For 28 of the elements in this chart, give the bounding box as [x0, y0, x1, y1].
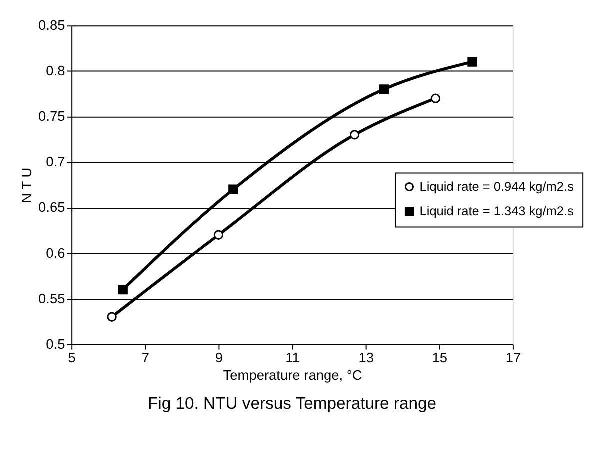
point: [430, 94, 441, 104]
point: [107, 312, 117, 322]
y-tick-label: 0.7: [46, 154, 66, 170]
x-tick-label: 9: [215, 350, 224, 366]
y-tick-label: 0.6: [46, 246, 66, 261]
x-tick-label: 7: [142, 350, 150, 366]
text: Fig 10. NTU versus Temperature range: [148, 394, 437, 414]
y-tick-label: 0.55: [38, 291, 66, 306]
y-tick-label: 0.85: [38, 18, 66, 34]
point: [350, 130, 360, 140]
y-tick-label: 0.65: [38, 200, 66, 216]
point: [228, 184, 238, 194]
legend-label: Liquid rate = 0.944 kg/m2.s: [420, 178, 574, 194]
legend-label: Liquid rate = 1.343 kg/m2.s: [420, 203, 574, 218]
y-tick-label: 0.75: [38, 109, 66, 124]
x-tick-label: 5: [68, 350, 76, 366]
y-axis-title: N T U: [20, 168, 35, 204]
y-tick-label: 0.8: [46, 64, 66, 79]
x-tick-label: 13: [358, 350, 374, 366]
x-axis-title: Temperature range, °C: [223, 368, 362, 384]
x-tick-label: 15: [432, 350, 448, 366]
point: [118, 284, 128, 295]
point: [468, 57, 478, 67]
x-tick-label: 17: [506, 350, 522, 366]
x-tick-label: 11: [286, 350, 300, 366]
y-tick-label: 0.5: [46, 336, 66, 352]
point: [379, 84, 390, 94]
point: [214, 230, 224, 240]
